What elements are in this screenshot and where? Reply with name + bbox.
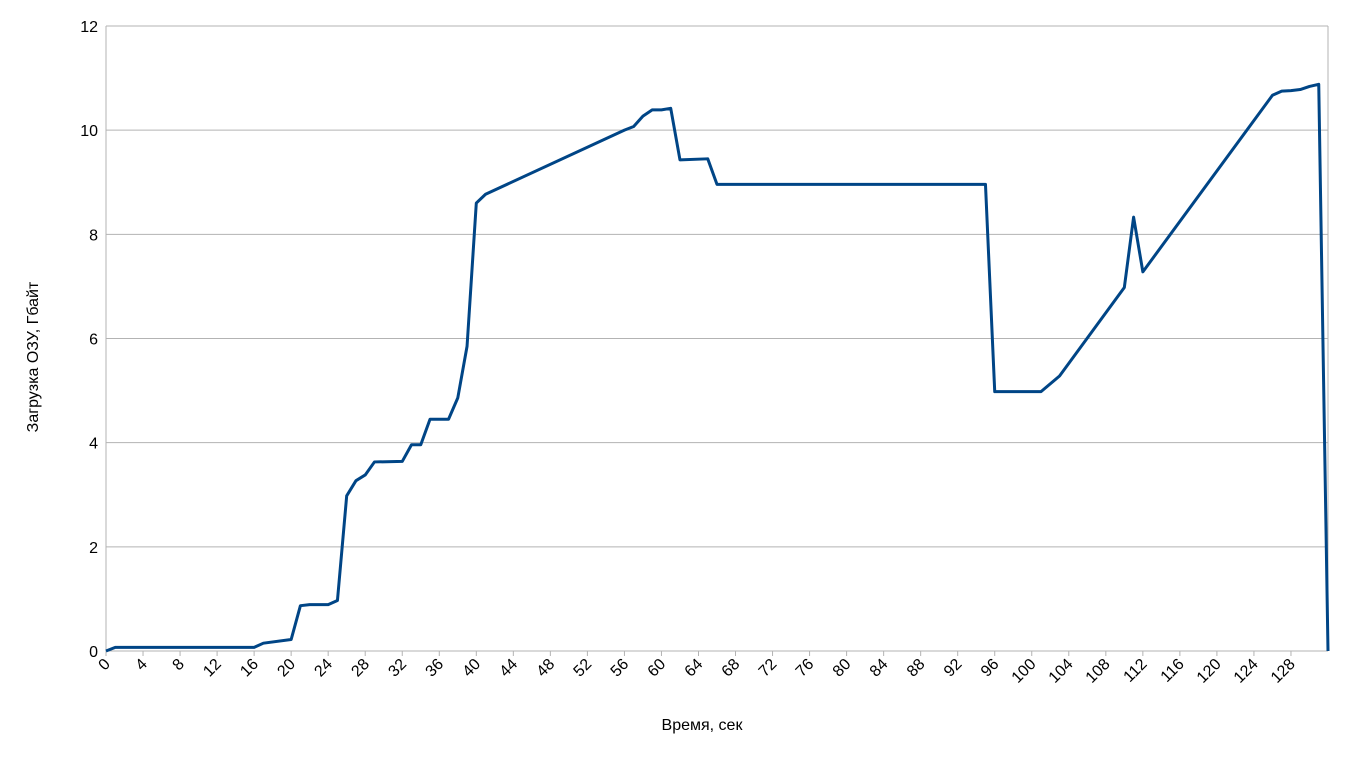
x-tick-label: 116 — [1158, 656, 1188, 686]
x-tick-label: 20 — [274, 656, 299, 681]
x-tick-label: 88 — [904, 656, 929, 681]
data-line — [105, 82, 1330, 653]
x-tick-label: 4 — [133, 656, 151, 674]
x-tick-label: 100 — [1009, 656, 1040, 687]
x-tick-label: 36 — [422, 656, 447, 681]
x-tick-label: 72 — [756, 656, 781, 681]
x-tick-label: 120 — [1194, 656, 1225, 687]
x-tick-label: 24 — [311, 656, 336, 681]
x-tick-label: 112 — [1121, 656, 1151, 686]
x-tick-label: 128 — [1268, 656, 1299, 687]
y-tick-label: 12 — [80, 19, 98, 36]
y-tick-label: 0 — [89, 644, 98, 661]
x-tick-label: 0 — [96, 656, 114, 674]
x-tick-label: 44 — [497, 656, 522, 681]
x-tick-label: 8 — [170, 656, 188, 674]
y-tick-label: 2 — [89, 540, 98, 557]
x-axis-label: Время, сек — [662, 717, 744, 734]
x-tick-label: 16 — [237, 656, 262, 681]
x-tick-label: 56 — [608, 656, 633, 681]
x-tick-label: 124 — [1231, 656, 1262, 687]
x-tick-label: 96 — [978, 656, 1003, 681]
x-tick-label: 60 — [645, 656, 670, 681]
x-tick-label: 64 — [682, 656, 707, 681]
y-tick-label: 10 — [80, 123, 98, 140]
x-tick-label: 76 — [793, 656, 818, 681]
x-tick-label: 28 — [348, 656, 373, 681]
y-tick-label: 8 — [89, 227, 98, 244]
y-tick-label: 4 — [89, 436, 98, 453]
x-tick-label: 108 — [1083, 656, 1114, 687]
x-tick-label: 52 — [571, 656, 596, 681]
x-tick-label: 68 — [719, 656, 744, 681]
x-tick-label: 104 — [1046, 656, 1077, 687]
x-tick-label: 80 — [830, 656, 855, 681]
y-tick-label: 6 — [89, 332, 98, 349]
x-tick-label: 32 — [385, 656, 410, 681]
x-tick-label: 40 — [460, 656, 485, 681]
x-tick-label: 92 — [941, 656, 966, 681]
x-tick-label: 12 — [200, 656, 225, 681]
x-tick-label: 48 — [534, 656, 559, 681]
x-tick-label: 84 — [867, 656, 892, 681]
y-axis-label: Загрузка ОЗУ, Гбайт — [25, 281, 42, 432]
